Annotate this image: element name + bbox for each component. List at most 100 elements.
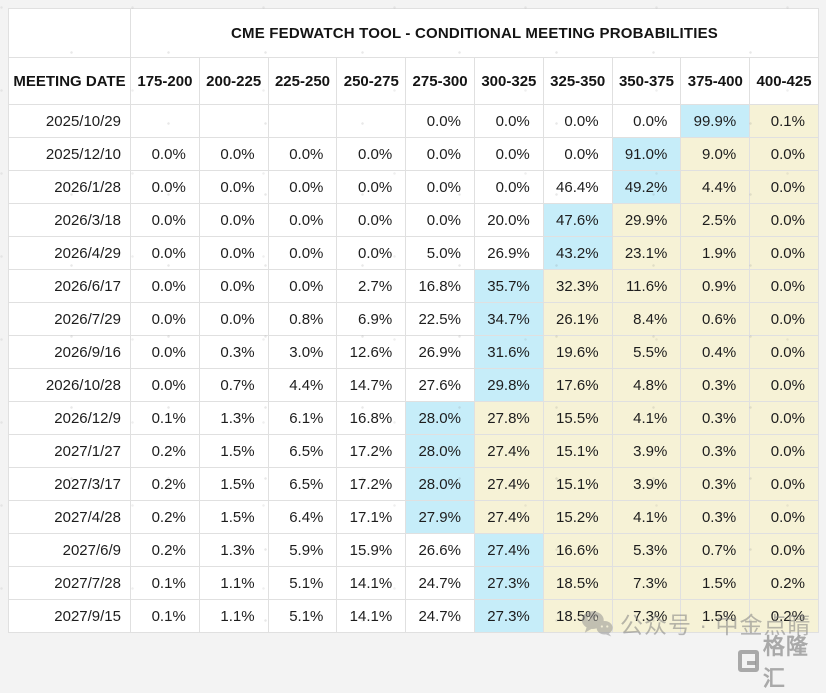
probability-cell: 0.0% <box>336 137 407 171</box>
probability-cell: 4.8% <box>611 368 682 402</box>
probability-cell: 29.8% <box>473 368 544 402</box>
probability-cell: 1.3% <box>198 401 269 435</box>
probability-cell: 0.0% <box>749 335 819 369</box>
meeting-date-cell: 2027/4/28 <box>8 500 131 534</box>
probability-cell: 5.0% <box>405 236 475 270</box>
probability-cell: 15.2% <box>542 500 613 534</box>
probability-cell: 16.6% <box>542 533 613 567</box>
probability-cell: 0.0% <box>405 170 475 204</box>
probability-cell: 0.0% <box>405 104 475 138</box>
probability-cell: 0.0% <box>198 302 269 336</box>
probability-cell: 14.1% <box>336 566 407 600</box>
conditional-meeting-probabilities-table: CME FEDWATCH TOOL - CONDITIONAL MEETING … <box>8 8 819 633</box>
meeting-date-cell: 2026/3/18 <box>8 203 131 237</box>
probability-cell: 1.5% <box>680 566 751 600</box>
probability-cell: 0.7% <box>198 368 269 402</box>
probability-cell: 0.3% <box>680 467 751 501</box>
probability-cell: 0.0% <box>611 104 682 138</box>
probability-cell: 0.0% <box>130 335 200 369</box>
probability-cell: 0.0% <box>749 467 819 501</box>
probability-cell: 5.3% <box>611 533 682 567</box>
probability-cell: 3.9% <box>611 467 682 501</box>
meeting-date-cell: 2026/12/9 <box>8 401 131 435</box>
table-row: 2026/10/28 0.0% 0.7% 4.4% 14.7% 27.6% 29.8% 17.… <box>8 368 819 402</box>
probability-cell: 26.6% <box>405 533 475 567</box>
probability-cell: 0.0% <box>336 170 407 204</box>
probability-cell: 0.0% <box>267 203 338 237</box>
probability-cell: 0.0% <box>405 137 475 171</box>
table-row: 2026/1/28 0.0% 0.0% 0.0% 0.0% 0.0% 0.0% 46.4% 49… <box>8 170 819 204</box>
probability-cell: 0.0% <box>130 170 200 204</box>
probability-cell: 24.7% <box>405 599 475 633</box>
probability-cell: 26.9% <box>405 335 475 369</box>
meeting-date-cell: 2027/7/28 <box>8 566 131 600</box>
probability-cell: 0.0% <box>130 269 200 303</box>
probability-cell: 0.0% <box>473 137 544 171</box>
probability-cell: 1.9% <box>680 236 751 270</box>
probability-cell: 17.2% <box>336 434 407 468</box>
meeting-date-header: MEETING DATE <box>8 57 131 105</box>
probability-cell: 0.0% <box>198 137 269 171</box>
probability-cell: 0.0% <box>542 104 613 138</box>
corner-cell <box>8 8 131 58</box>
probability-cell: 11.6% <box>611 269 682 303</box>
probability-cell: 22.5% <box>405 302 475 336</box>
rate-range-header: 200-225 <box>198 57 269 105</box>
probability-cell: 0.0% <box>336 236 407 270</box>
probability-cell: 28.0% <box>405 467 475 501</box>
probability-cell: 0.0% <box>542 137 613 171</box>
probability-cell: 5.1% <box>267 599 338 633</box>
probability-cell: 12.6% <box>336 335 407 369</box>
probability-cell: 15.1% <box>542 467 613 501</box>
probability-cell: 14.7% <box>336 368 407 402</box>
probability-cell: 0.0% <box>749 302 819 336</box>
probability-cell: 0.0% <box>473 104 544 138</box>
probability-cell: 15.9% <box>336 533 407 567</box>
probability-cell: 9.0% <box>680 137 751 171</box>
meeting-date-cell: 2025/10/29 <box>8 104 131 138</box>
probability-cell: 0.0% <box>749 137 819 171</box>
probability-cell: 28.0% <box>405 401 475 435</box>
title-row: CME FEDWATCH TOOL - CONDITIONAL MEETING … <box>8 8 819 58</box>
probability-cell: 0.4% <box>680 335 751 369</box>
probability-cell: 0.1% <box>749 104 819 138</box>
probability-cell: 28.0% <box>405 434 475 468</box>
probability-cell: 14.1% <box>336 599 407 633</box>
probability-cell: 27.6% <box>405 368 475 402</box>
probability-cell: 29.9% <box>611 203 682 237</box>
probability-cell: 0.1% <box>130 566 200 600</box>
probability-cell: 1.1% <box>198 566 269 600</box>
gelonghui-watermark-text: 格隆汇 <box>762 634 809 691</box>
probability-cell: 0.0% <box>473 170 544 204</box>
probability-cell: 7.3% <box>611 599 682 633</box>
table-row: 2026/9/16 0.0% 0.3% 3.0% 12.6% 26.9% 31.6% 19.6… <box>8 335 819 369</box>
probability-cell: 0.3% <box>198 335 269 369</box>
probability-cell: 6.5% <box>267 467 338 501</box>
probability-cell: 19.6% <box>542 335 613 369</box>
table-row: 2026/12/9 0.1% 1.3% 6.1% 16.8% 28.0% 27.8% 15.5… <box>8 401 819 435</box>
probability-cell: 17.2% <box>336 467 407 501</box>
probability-cell: 8.4% <box>611 302 682 336</box>
probability-cell: 4.4% <box>267 368 338 402</box>
probability-cell: 0.0% <box>749 236 819 270</box>
probability-cell: 16.8% <box>405 269 475 303</box>
probability-cell: 4.1% <box>611 500 682 534</box>
probability-cell: 0.0% <box>267 137 338 171</box>
probability-cell: 47.6% <box>542 203 613 237</box>
rate-range-header: 325-350 <box>542 57 613 105</box>
meeting-date-cell: 2027/6/9 <box>8 533 131 567</box>
rate-range-header: 225-250 <box>267 57 338 105</box>
probability-cell: 0.8% <box>267 302 338 336</box>
probability-cell: 5.1% <box>267 566 338 600</box>
probability-cell: 0.6% <box>680 302 751 336</box>
probability-cell: 43.2% <box>542 236 613 270</box>
probability-cell: 0.2% <box>749 566 819 600</box>
probability-cell: 6.5% <box>267 434 338 468</box>
fedwatch-table: CME FEDWATCH TOOL - CONDITIONAL MEETING … <box>8 8 819 633</box>
probability-cell: 0.0% <box>749 500 819 534</box>
probability-cell: 0.0% <box>198 203 269 237</box>
header-row: MEETING DATE 175-200 200-225 225-250 250-27… <box>8 57 819 105</box>
probability-cell: 1.5% <box>198 500 269 534</box>
probability-cell: 27.3% <box>473 566 544 600</box>
probability-cell: 91.0% <box>611 137 682 171</box>
